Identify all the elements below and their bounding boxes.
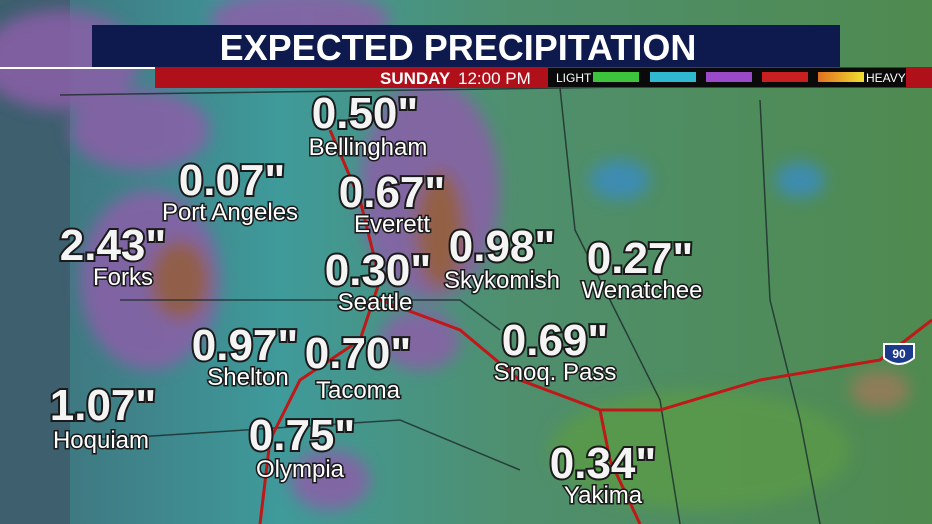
time: 12:00 PM — [458, 69, 531, 88]
precip-amount: 0.34" — [550, 439, 657, 488]
city-name: Bellingham — [309, 134, 428, 161]
shield-label: 90 — [892, 347, 906, 361]
precip-amount: 2.43" — [60, 221, 167, 270]
city-name: Everett — [354, 211, 430, 238]
city-name: Wenatchee — [582, 277, 703, 304]
precip-amount: 0.98" — [449, 222, 556, 271]
city-name: Hoquiam — [53, 427, 149, 454]
precip-amount: 0.67" — [339, 168, 446, 217]
city-name: Forks — [93, 264, 153, 291]
legend: LIGHT HEAVY — [548, 68, 906, 87]
city-name: Snoq. Pass — [494, 359, 617, 386]
city-name: Port Angeles — [162, 199, 298, 226]
precip-amount: 0.07" — [179, 156, 286, 205]
legend-swatch — [762, 72, 808, 82]
legend-swatch — [706, 72, 752, 82]
precip-amount: 1.07" — [50, 381, 157, 430]
precip-amount: 0.69" — [502, 316, 609, 365]
precip-amount: 0.30" — [325, 246, 432, 295]
header: EXPECTED PRECIPITATION SUNDAY 12:00 PM L… — [92, 25, 932, 88]
city-labels: 0.50"Bellingham 0.07"Port Angeles 0.67"Eve… — [48, 87, 704, 511]
city-name: Olympia — [256, 456, 345, 483]
legend-swatch — [650, 72, 696, 82]
title: EXPECTED PRECIPITATION — [220, 27, 697, 68]
precip-amount: 0.75" — [249, 411, 356, 460]
legend-swatch — [818, 72, 864, 82]
highway-shield: 90 — [883, 343, 915, 365]
city-name: Seattle — [338, 289, 413, 316]
precip-amount: 0.50" — [312, 89, 419, 138]
city-name: Skykomish — [444, 267, 560, 294]
legend-low: LIGHT — [556, 71, 592, 85]
precip-amount: 0.70" — [305, 329, 412, 378]
precip-amount: 0.27" — [587, 234, 694, 283]
title-bar — [92, 25, 840, 67]
legend-high: HEAVY — [866, 71, 906, 85]
legend-swatch — [593, 72, 639, 82]
day: SUNDAY — [380, 69, 451, 88]
city-name: Yakima — [564, 482, 643, 509]
city-name: Shelton — [207, 364, 288, 391]
precip-amount: 0.97" — [192, 321, 299, 370]
city-name: Tacoma — [316, 377, 401, 404]
